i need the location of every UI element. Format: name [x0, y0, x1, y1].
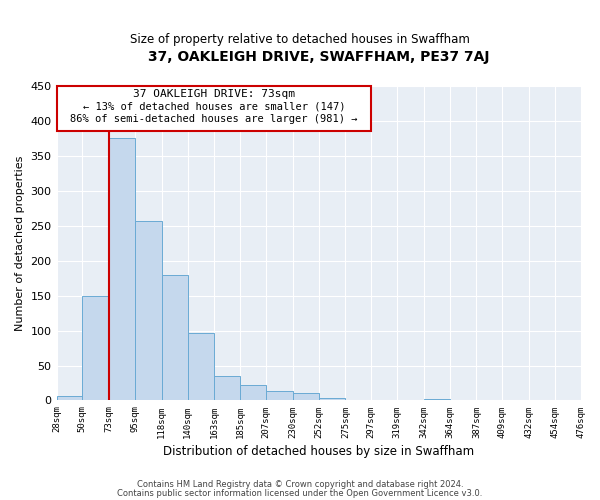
Text: Size of property relative to detached houses in Swaffham: Size of property relative to detached ho… [130, 32, 470, 46]
Text: ← 13% of detached houses are smaller (147): ← 13% of detached houses are smaller (14… [83, 102, 345, 112]
Y-axis label: Number of detached properties: Number of detached properties [15, 156, 25, 331]
X-axis label: Distribution of detached houses by size in Swaffham: Distribution of detached houses by size … [163, 444, 474, 458]
Bar [293, 394, 319, 400]
Bar [56, 86, 371, 130]
Bar [162, 274, 188, 400]
Bar [319, 398, 346, 400]
Text: 37 OAKLEIGH DRIVE: 73sqm: 37 OAKLEIGH DRIVE: 73sqm [133, 90, 295, 100]
Bar [424, 399, 449, 400]
Bar [188, 332, 214, 400]
Bar [240, 385, 266, 400]
Bar [109, 138, 135, 400]
Bar [56, 396, 82, 400]
Bar [214, 376, 240, 400]
Text: Contains public sector information licensed under the Open Government Licence v3: Contains public sector information licen… [118, 488, 482, 498]
Bar [266, 392, 293, 400]
Text: 86% of semi-detached houses are larger (981) →: 86% of semi-detached houses are larger (… [70, 114, 358, 124]
Title: 37, OAKLEIGH DRIVE, SWAFFHAM, PE37 7AJ: 37, OAKLEIGH DRIVE, SWAFFHAM, PE37 7AJ [148, 50, 489, 64]
Bar [135, 221, 162, 400]
Text: Contains HM Land Registry data © Crown copyright and database right 2024.: Contains HM Land Registry data © Crown c… [137, 480, 463, 489]
Bar [82, 296, 109, 401]
